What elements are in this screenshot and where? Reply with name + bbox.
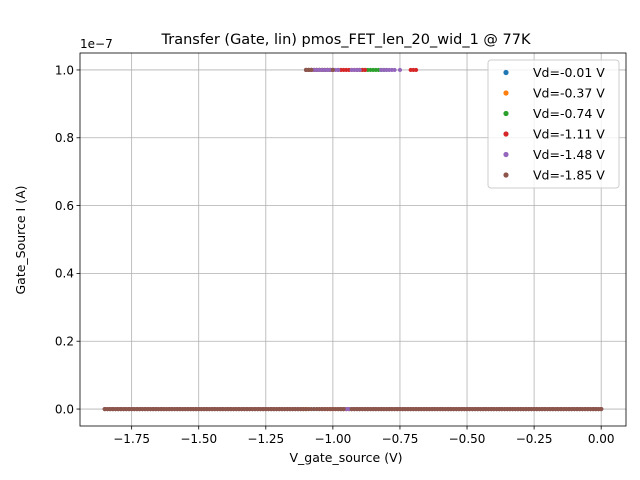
- legend-entry: Vd=-0.01 V: [533, 65, 605, 80]
- x-tick-label: −1.25: [247, 432, 284, 446]
- x-tick-label: −1.50: [180, 432, 217, 446]
- data-point: [357, 67, 362, 73]
- data-points: [102, 67, 604, 412]
- legend-entry: Vd=-1.11 V: [533, 127, 605, 142]
- data-point: [392, 67, 397, 73]
- y-tick-label: 1.0: [55, 63, 74, 77]
- legend-marker: [503, 131, 509, 137]
- legend-marker: [503, 90, 509, 96]
- legend-marker: [503, 69, 509, 76]
- data-point: [599, 406, 604, 412]
- y-tick-label: 0.4: [55, 267, 74, 281]
- legend-marker: [503, 172, 509, 178]
- legend-frame: [487, 59, 620, 189]
- data-point: [413, 67, 419, 73]
- legend-entry: Vd=-0.74 V: [533, 106, 605, 121]
- data-point: [341, 406, 346, 412]
- series-6-points: [102, 67, 604, 412]
- chart-title: Transfer (Gate, lin) pmos_FET_len_20_wid…: [161, 32, 531, 48]
- y-axis-offset-label: 1e−7: [80, 37, 113, 51]
- y-tick-label: 0.2: [55, 335, 74, 349]
- legend: Vd=-0.01 V Vd=-0.37 V Vd=-0.74 V Vd=-1.11 V…: [487, 59, 620, 189]
- data-point: [309, 67, 314, 73]
- y-axis-ticks: 0.0 0.2 0.4 0.6 0.8 1.0: [55, 63, 80, 416]
- legend-marker: [503, 151, 509, 158]
- legend-entry: Vd=-0.37 V: [533, 86, 605, 101]
- y-axis-label: Gate_Source I (A): [13, 185, 28, 294]
- x-tick-label: 0.00: [588, 432, 615, 446]
- data-point: [330, 67, 335, 73]
- x-axis-label: V_gate_source (V): [289, 450, 402, 465]
- data-point: [336, 67, 341, 73]
- legend-marker: [503, 110, 509, 117]
- x-tick-label: −1.00: [314, 432, 351, 446]
- y-tick-label: 0.8: [55, 131, 74, 145]
- grid: [80, 53, 626, 426]
- legend-entry: Vd=-1.48 V: [533, 147, 605, 162]
- x-tick-label: −0.75: [382, 432, 419, 446]
- data-point: [397, 67, 403, 73]
- legend-entry: Vd=-1.85 V: [533, 168, 605, 183]
- x-tick-label: −1.75: [113, 432, 150, 446]
- x-axis-ticks: −1.75 −1.50 −1.25 −1.00 −0.75 −0.50 −0.25 0.00: [113, 426, 615, 446]
- y-tick-label: 0.0: [55, 402, 74, 416]
- y-tick-label: 0.6: [55, 199, 74, 213]
- plot-frame: [79, 52, 627, 427]
- data-point: [362, 67, 368, 73]
- x-tick-label: −0.25: [516, 432, 553, 446]
- x-tick-label: −0.50: [449, 432, 486, 446]
